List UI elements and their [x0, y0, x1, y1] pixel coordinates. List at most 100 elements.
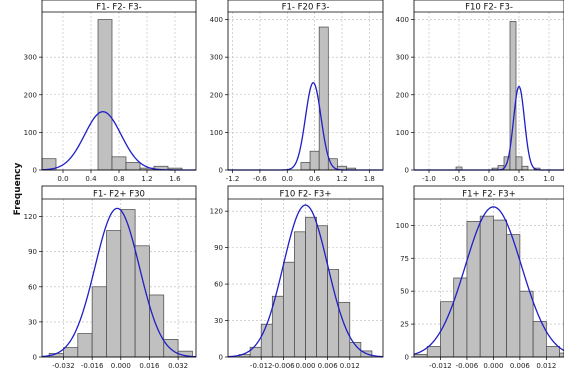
- histogram-bar: [318, 26, 329, 171]
- y-tick-label: 300: [24, 54, 37, 62]
- y-tick-label: 0: [405, 354, 409, 362]
- histogram-bar: [63, 347, 79, 358]
- histogram-bar: [134, 245, 150, 358]
- histogram-bar: [521, 165, 529, 171]
- histogram-bar: [271, 295, 284, 358]
- x-tick-label: 0.4: [85, 175, 97, 183]
- y-tick-label: 200: [210, 91, 223, 99]
- y-tick-label: 90: [28, 248, 37, 256]
- histogram-bar: [294, 231, 306, 358]
- x-tick-label: -0.006: [272, 362, 295, 370]
- x-tick-label: -0.012: [250, 362, 273, 370]
- x-tick-label: 1.6: [169, 175, 181, 183]
- histogram-bar: [260, 323, 273, 358]
- histogram-bar: [125, 162, 141, 171]
- x-tick-label: 0.000: [483, 362, 503, 370]
- x-tick-label: -0.012: [429, 362, 452, 370]
- y-tick-label: 0: [405, 167, 409, 175]
- y-tick-label: 100: [24, 129, 37, 137]
- histogram-bar: [559, 352, 564, 358]
- x-tick-label: 0.0: [483, 175, 494, 183]
- histogram-bar: [77, 333, 93, 358]
- y-tick-label: 120: [24, 213, 37, 221]
- histogram-bar: [316, 225, 328, 358]
- y-tick-label: 200: [24, 91, 37, 99]
- x-tick-label: 1.8: [364, 175, 375, 183]
- x-tick-label: 0.012: [340, 362, 360, 370]
- y-tick-label: 0: [219, 167, 223, 175]
- histogram-bar: [120, 209, 136, 358]
- histogram-panel-1: F1- F2- F3- 0 100 200 300 0.0 0.4 0.8 1.2 1.6: [24, 0, 197, 183]
- y-tick-label: 300: [396, 54, 409, 62]
- histogram-bar: [283, 261, 295, 358]
- normal-fit-curve: [41, 207, 197, 358]
- x-tick-label: 0.000: [295, 362, 315, 370]
- x-tick-label: 0.012: [536, 362, 556, 370]
- histogram-panel-4: F1- F2+ F30 0 30 60 90 120 -0.032 -0.016 0.000 0.…: [24, 185, 197, 370]
- histogram-bar: [309, 150, 320, 171]
- histogram-bar: [479, 215, 494, 358]
- x-tick-label: -0.6: [253, 175, 267, 183]
- x-tick-label: 0.006: [318, 362, 339, 370]
- x-tick-label: 1.2: [141, 175, 152, 183]
- histogram-panel-3: F10 F2- F3- 0 100 200 300 400 -1.0 -0.5 0.0 0.5 1.…: [396, 0, 564, 183]
- panel-frame: [413, 185, 564, 358]
- histogram-bar: [509, 21, 517, 171]
- panel-title: F10 F2- F3-: [465, 3, 513, 13]
- y-tick-label: 100: [210, 129, 223, 137]
- y-tick-label: 400: [210, 16, 223, 24]
- histogram-bar: [338, 301, 351, 358]
- histogram-bar: [546, 346, 560, 358]
- panel-frame: [41, 185, 197, 358]
- x-tick-label: -0.032: [52, 362, 75, 370]
- y-tick-label: 90: [214, 244, 223, 252]
- y-tick-label: 300: [210, 54, 223, 62]
- x-tick-label: 0.6: [309, 175, 321, 183]
- histogram-bar: [519, 290, 534, 358]
- x-tick-label: -0.016: [81, 362, 104, 370]
- y-tick-label: 0: [33, 167, 37, 175]
- y-tick-label: 75: [400, 255, 409, 263]
- x-tick-label: 1.2: [336, 175, 347, 183]
- histogram-bar: [305, 216, 317, 358]
- histogram-bar: [493, 219, 507, 358]
- histogram-bar: [97, 19, 113, 171]
- x-tick-label: -0.006: [456, 362, 479, 370]
- y-tick-label: 30: [214, 317, 223, 325]
- normal-fit-curve: [413, 206, 564, 355]
- histogram-bar: [300, 162, 311, 171]
- x-tick-label: 0.8: [113, 175, 124, 183]
- x-tick-label: -0.5: [452, 175, 466, 183]
- y-tick-label: 100: [396, 129, 409, 137]
- x-tick-label: 0.0: [57, 175, 68, 183]
- normal-fit-curve: [227, 204, 384, 358]
- y-tick-label: 60: [214, 281, 223, 289]
- y-tick-label: 100: [396, 222, 409, 230]
- y-tick-label: 120: [210, 208, 223, 216]
- y-tick-label: 0: [33, 354, 37, 362]
- panel-title: F1- F2- F3-: [96, 3, 142, 13]
- y-tick-label: 60: [28, 283, 37, 291]
- y-tick-label: 400: [396, 16, 409, 24]
- y-tick-label: 25: [400, 321, 409, 329]
- panel-title: F1+ F2- F3+: [462, 190, 516, 200]
- y-axis-label: Frequency: [13, 163, 23, 216]
- x-tick-label: 0.0: [282, 175, 293, 183]
- x-tick-label: 0.006: [510, 362, 531, 370]
- y-tick-label: 0: [219, 354, 223, 362]
- histogram-panel-6: F1+ F2- F3+ 0 25 50 75 100 -0.012 -0.006 0.000 0.…: [396, 185, 564, 370]
- histogram-bar: [91, 286, 107, 358]
- x-tick-label: 0.000: [111, 362, 131, 370]
- histogram-bar: [426, 346, 441, 358]
- x-tick-label: 0.032: [168, 362, 188, 370]
- panel-title: F1- F2+ F30: [93, 190, 145, 200]
- x-tick-label: 0.5: [513, 175, 524, 183]
- y-tick-label: 30: [28, 318, 37, 326]
- histogram-bar: [327, 269, 340, 358]
- y-tick-label: 200: [396, 91, 409, 99]
- normal-fit-curve: [228, 81, 383, 171]
- histogram-bar: [440, 301, 455, 358]
